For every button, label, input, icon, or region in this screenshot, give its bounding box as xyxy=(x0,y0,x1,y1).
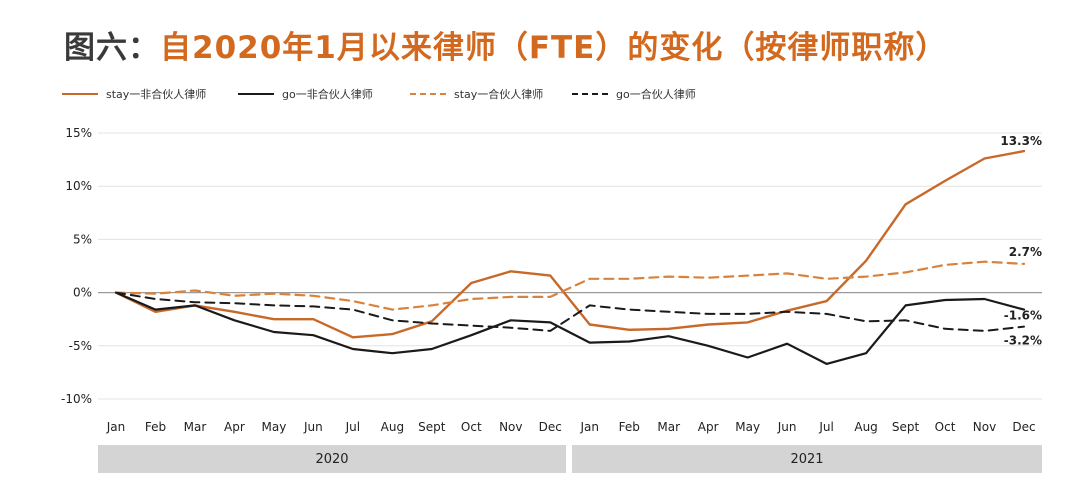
legend-swatch-stay-partner xyxy=(410,93,446,95)
legend-item-go-partner: go一合伙人律师 xyxy=(572,82,696,106)
y-tick-label: 10% xyxy=(65,179,92,193)
x-tick-label: Apr xyxy=(224,420,245,434)
year-band-2020: 2020 xyxy=(98,445,566,473)
x-tick-label: Aug xyxy=(381,420,404,434)
x-tick-label: May xyxy=(735,420,760,434)
x-tick-label: Feb xyxy=(145,420,166,434)
x-tick-label: Jul xyxy=(345,420,360,434)
legend-swatch-stay-non-partner xyxy=(62,93,98,95)
x-tick-label: Sept xyxy=(892,420,920,434)
x-tick-label: Dec xyxy=(1012,420,1035,434)
series-line-4 xyxy=(115,291,1025,332)
x-tick-label: Jul xyxy=(818,420,833,434)
x-tick-label: May xyxy=(262,420,287,434)
x-tick-label: Jan xyxy=(106,420,126,434)
x-tick-label: Mar xyxy=(657,420,680,434)
legend-swatch-go-partner xyxy=(572,93,608,95)
x-tick-label: Oct xyxy=(461,420,482,434)
legend-item-go-non-partner: go一非合伙人律师 xyxy=(238,82,373,106)
legend-label: stay一非合伙人律师 xyxy=(106,88,207,101)
y-tick-label: 15% xyxy=(65,126,92,140)
x-tick-label: Aug xyxy=(854,420,877,434)
chart-legend: stay一非合伙人律师 go一非合伙人律师 stay一合伙人律师 go一合伙人律… xyxy=(0,82,1080,106)
x-tick-label: Sept xyxy=(418,420,446,434)
x-tick-label: Jun xyxy=(777,420,797,434)
figure-number: 图六： xyxy=(64,30,160,66)
legend-item-stay-non-partner: stay一非合伙人律师 xyxy=(62,82,206,106)
x-tick-label: Apr xyxy=(698,420,719,434)
y-tick-label: -5% xyxy=(69,339,92,353)
x-tick-label: Dec xyxy=(539,420,562,434)
x-tick-label: Jun xyxy=(303,420,323,434)
series-line-2 xyxy=(114,291,1026,365)
y-tick-label: 5% xyxy=(73,232,92,246)
legend-swatch-go-non-partner xyxy=(238,93,274,95)
x-tick-label: Oct xyxy=(935,420,956,434)
series-line-1 xyxy=(114,149,1026,339)
legend-label: stay一合伙人律师 xyxy=(454,88,544,101)
data-label-end: -1.6% xyxy=(1004,309,1042,323)
y-tick-label: 0% xyxy=(73,286,92,300)
legend-label: go一合伙人律师 xyxy=(616,88,696,101)
x-tick-label: Mar xyxy=(184,420,207,434)
x-tick-label: Nov xyxy=(499,420,522,434)
legend-item-stay-partner: stay一合伙人律师 xyxy=(410,82,543,106)
x-tick-label: Jan xyxy=(579,420,599,434)
figure-caption: 自2020年1月以来律师（FTE）的变化（按律师职称） xyxy=(160,30,948,66)
x-tick-label: Nov xyxy=(973,420,996,434)
year-band-2021: 2021 xyxy=(572,445,1042,473)
year-label-2020: 2020 xyxy=(315,451,349,467)
legend-label: go一非合伙人律师 xyxy=(282,88,373,101)
year-label-2021: 2021 xyxy=(790,451,824,467)
chart-title: 图六：自2020年1月以来律师（FTE）的变化（按律师职称） xyxy=(64,22,947,67)
series-line-3 xyxy=(114,260,1026,311)
x-tick-label: Feb xyxy=(619,420,640,434)
data-label-end: -3.2% xyxy=(1004,334,1042,348)
data-label-end: 13.3% xyxy=(1000,134,1042,148)
data-label-end: 2.7% xyxy=(1009,245,1042,259)
y-tick-label: -10% xyxy=(61,392,92,406)
